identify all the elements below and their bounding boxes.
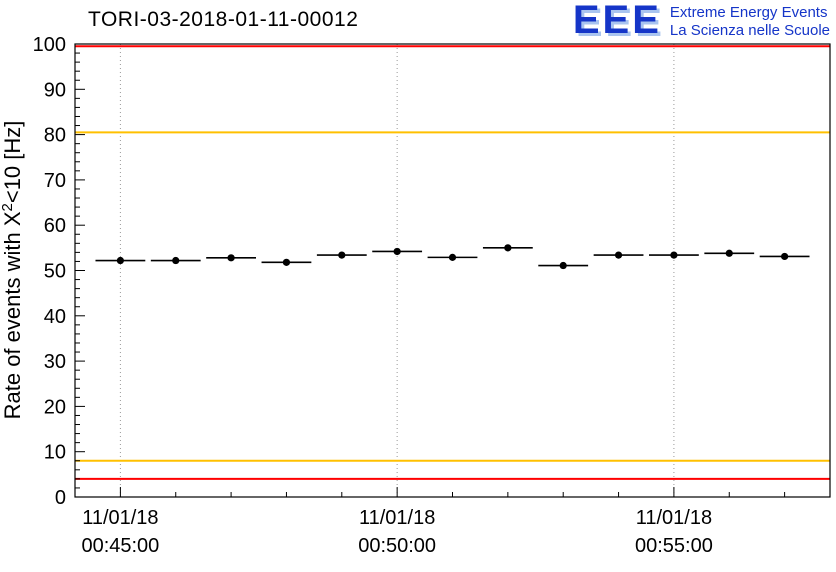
data-point <box>559 261 567 270</box>
y-tick-label: 10 <box>44 442 66 464</box>
y-tick-label: 30 <box>44 351 66 373</box>
data-point <box>282 258 291 266</box>
y-tick-label: 40 <box>44 306 66 328</box>
data-point <box>781 252 789 261</box>
y-tick-label: 0 <box>55 487 66 509</box>
y-tick-label: 20 <box>44 396 66 418</box>
y-tick-label: 100 <box>33 34 66 56</box>
y-tick-label: 50 <box>44 261 66 283</box>
y-tick-label: 80 <box>44 125 66 147</box>
x-tick-label-date: 11/01/18 <box>82 507 158 529</box>
eee-logo-caption-1: Extreme Energy Events <box>669 4 828 21</box>
plot-frame <box>74 43 831 498</box>
data-point <box>448 253 457 261</box>
y-tick-label: 70 <box>44 170 66 192</box>
data-point <box>338 251 346 259</box>
data-point <box>172 256 180 265</box>
data-point <box>670 251 678 259</box>
plot-title: TORI-03-2018-01-11-00012 <box>88 8 359 31</box>
data-point <box>116 256 124 265</box>
eee-logo-captions: Extreme Energy Events La Scienza nelle S… <box>670 2 830 40</box>
data-point <box>227 254 235 262</box>
data-point <box>614 251 623 259</box>
data-point <box>725 249 733 257</box>
data-point <box>393 247 401 256</box>
x-tick-label-date: 11/01/18 <box>636 507 712 529</box>
y-axis-title: Rate of events with X2<10 [Hz] <box>0 121 25 420</box>
y-tick-label: 60 <box>44 215 66 237</box>
data-point <box>504 244 512 252</box>
eee-logo-text: EEE <box>572 0 662 42</box>
eee-logo: EEE Extreme Energy Events La Scienza nel… <box>572 0 830 42</box>
x-tick-label-time: 00:50:00 <box>358 535 436 557</box>
y-tick-label: 90 <box>44 79 66 101</box>
x-tick-label-time: 00:45:00 <box>81 535 159 557</box>
x-tick-label-time: 00:55:00 <box>635 535 713 557</box>
x-tick-label-date: 11/01/18 <box>359 507 435 529</box>
eee-logo-caption-2: La Scienza nelle Scuole <box>669 22 830 39</box>
